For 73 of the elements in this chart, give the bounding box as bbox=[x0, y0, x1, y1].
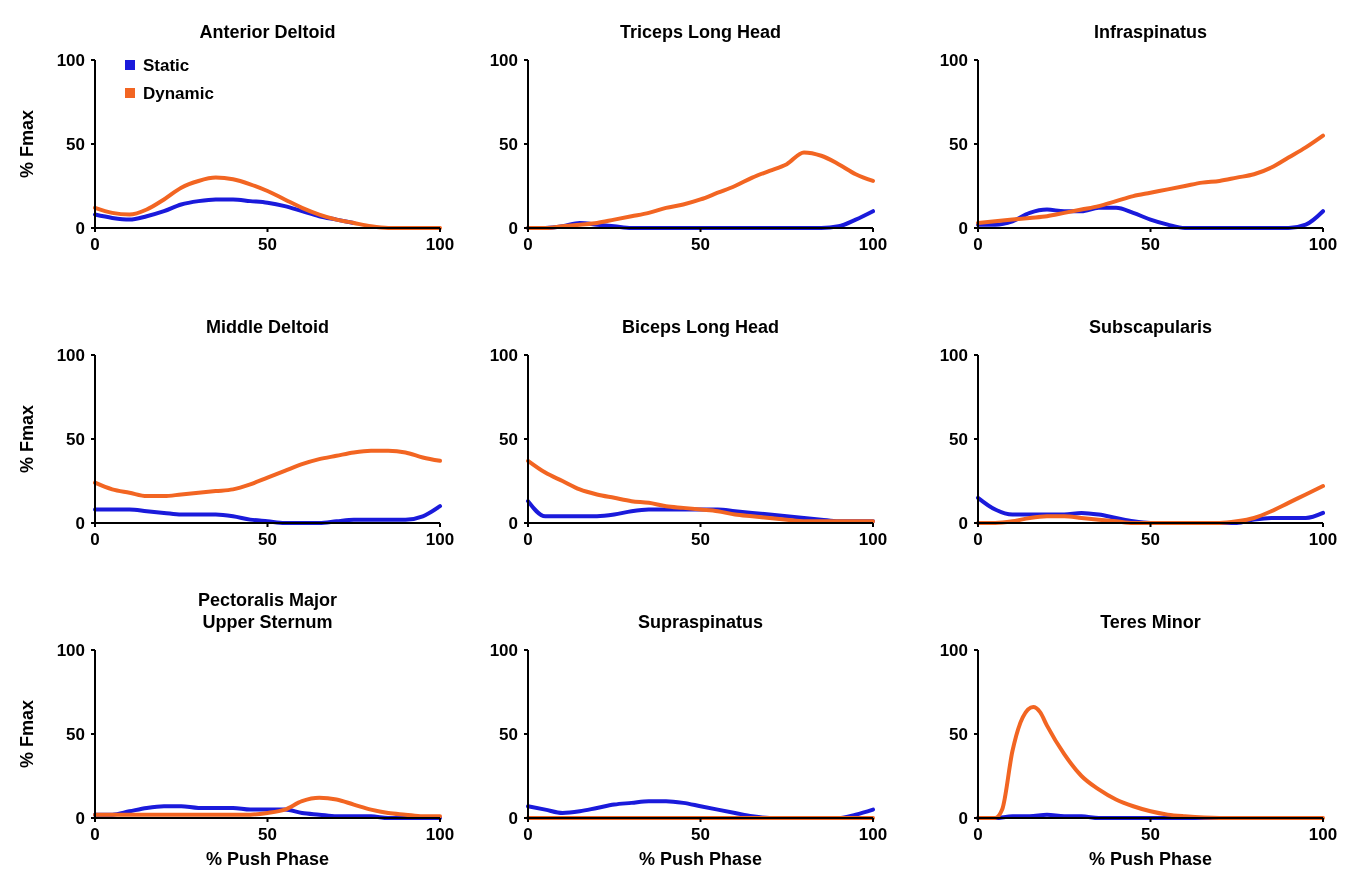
x-tick-label: 0 bbox=[973, 825, 983, 844]
chart-title: Supraspinatus bbox=[637, 612, 764, 632]
y-tick-label: 100 bbox=[56, 51, 85, 70]
chart-title: Anterior Deltoid bbox=[199, 22, 336, 42]
line-series bbox=[976, 133, 1325, 225]
x-tick-label: 0 bbox=[90, 825, 100, 844]
legend-label: Static bbox=[143, 56, 190, 75]
chart-title: Pectoralis Major Upper Sternum bbox=[197, 590, 338, 632]
x-tick-label: 100 bbox=[1308, 530, 1338, 549]
y-tick-label: 50 bbox=[499, 135, 518, 154]
x-tick-label: 50 bbox=[258, 825, 277, 844]
y-tick-label: 100 bbox=[939, 51, 968, 70]
y-tick-label: 50 bbox=[66, 725, 85, 744]
y-tick-label: 0 bbox=[958, 809, 968, 828]
x-tick-label: 0 bbox=[90, 235, 100, 254]
y-axis-title: % Fmax bbox=[17, 109, 37, 179]
y-tick-label: 50 bbox=[66, 430, 85, 449]
y-tick-label: 0 bbox=[958, 219, 968, 238]
y-tick-label: 50 bbox=[499, 430, 518, 449]
x-tick-label: 0 bbox=[523, 235, 533, 254]
x-tick-label: 50 bbox=[691, 825, 710, 844]
chart-title: Triceps Long Head bbox=[619, 22, 782, 42]
chart-title: Teres Minor bbox=[1100, 612, 1201, 632]
chart-title: Biceps Long Head bbox=[621, 317, 780, 337]
x-tick-label: 0 bbox=[523, 825, 533, 844]
x-tick-label: 50 bbox=[691, 530, 710, 549]
x-tick-label: 100 bbox=[425, 235, 455, 254]
y-tick-label: 0 bbox=[75, 809, 85, 828]
line-series bbox=[93, 448, 442, 499]
y-axis-title: % Fmax bbox=[17, 404, 37, 474]
x-axis-title: % Push Phase bbox=[205, 849, 330, 869]
x-tick-label: 100 bbox=[1308, 235, 1338, 254]
x-tick-label: 0 bbox=[973, 235, 983, 254]
x-tick-label: 0 bbox=[90, 530, 100, 549]
y-tick-label: 100 bbox=[489, 346, 518, 365]
x-tick-label: 0 bbox=[973, 530, 983, 549]
x-tick-label: 100 bbox=[858, 530, 888, 549]
y-tick-label: 0 bbox=[508, 219, 518, 238]
x-tick-label: 0 bbox=[523, 530, 533, 549]
x-tick-label: 50 bbox=[1141, 235, 1160, 254]
y-tick-label: 0 bbox=[508, 809, 518, 828]
chart-title: Subscapularis bbox=[1088, 317, 1213, 337]
y-tick-label: 0 bbox=[75, 514, 85, 533]
chart-title: Infraspinatus bbox=[1093, 22, 1208, 42]
x-tick-label: 100 bbox=[1308, 825, 1338, 844]
x-tick-label: 50 bbox=[691, 235, 710, 254]
y-tick-label: 100 bbox=[56, 346, 85, 365]
legend-label: Dynamic bbox=[143, 84, 214, 103]
y-tick-label: 0 bbox=[75, 219, 85, 238]
y-tick-label: 100 bbox=[939, 641, 968, 660]
x-axis-title: % Push Phase bbox=[1088, 849, 1213, 869]
x-tick-label: 50 bbox=[1141, 530, 1160, 549]
x-tick-label: 100 bbox=[425, 825, 455, 844]
x-axis-title: % Push Phase bbox=[638, 849, 763, 869]
x-tick-label: 100 bbox=[425, 530, 455, 549]
y-tick-label: 50 bbox=[949, 135, 968, 154]
y-tick-label: 50 bbox=[499, 725, 518, 744]
y-axis-title: % Fmax bbox=[17, 699, 37, 769]
y-tick-label: 50 bbox=[949, 430, 968, 449]
y-tick-label: 100 bbox=[939, 346, 968, 365]
y-tick-label: 100 bbox=[489, 51, 518, 70]
x-tick-label: 100 bbox=[858, 825, 888, 844]
chart-title: Middle Deltoid bbox=[206, 317, 329, 337]
x-tick-label: 100 bbox=[858, 235, 888, 254]
y-tick-label: 0 bbox=[508, 514, 518, 533]
y-tick-label: 100 bbox=[489, 641, 518, 660]
y-tick-label: 100 bbox=[56, 641, 85, 660]
y-tick-label: 50 bbox=[66, 135, 85, 154]
x-tick-label: 50 bbox=[258, 235, 277, 254]
y-tick-label: 0 bbox=[958, 514, 968, 533]
y-tick-label: 50 bbox=[949, 725, 968, 744]
x-tick-label: 50 bbox=[258, 530, 277, 549]
x-tick-label: 50 bbox=[1141, 825, 1160, 844]
